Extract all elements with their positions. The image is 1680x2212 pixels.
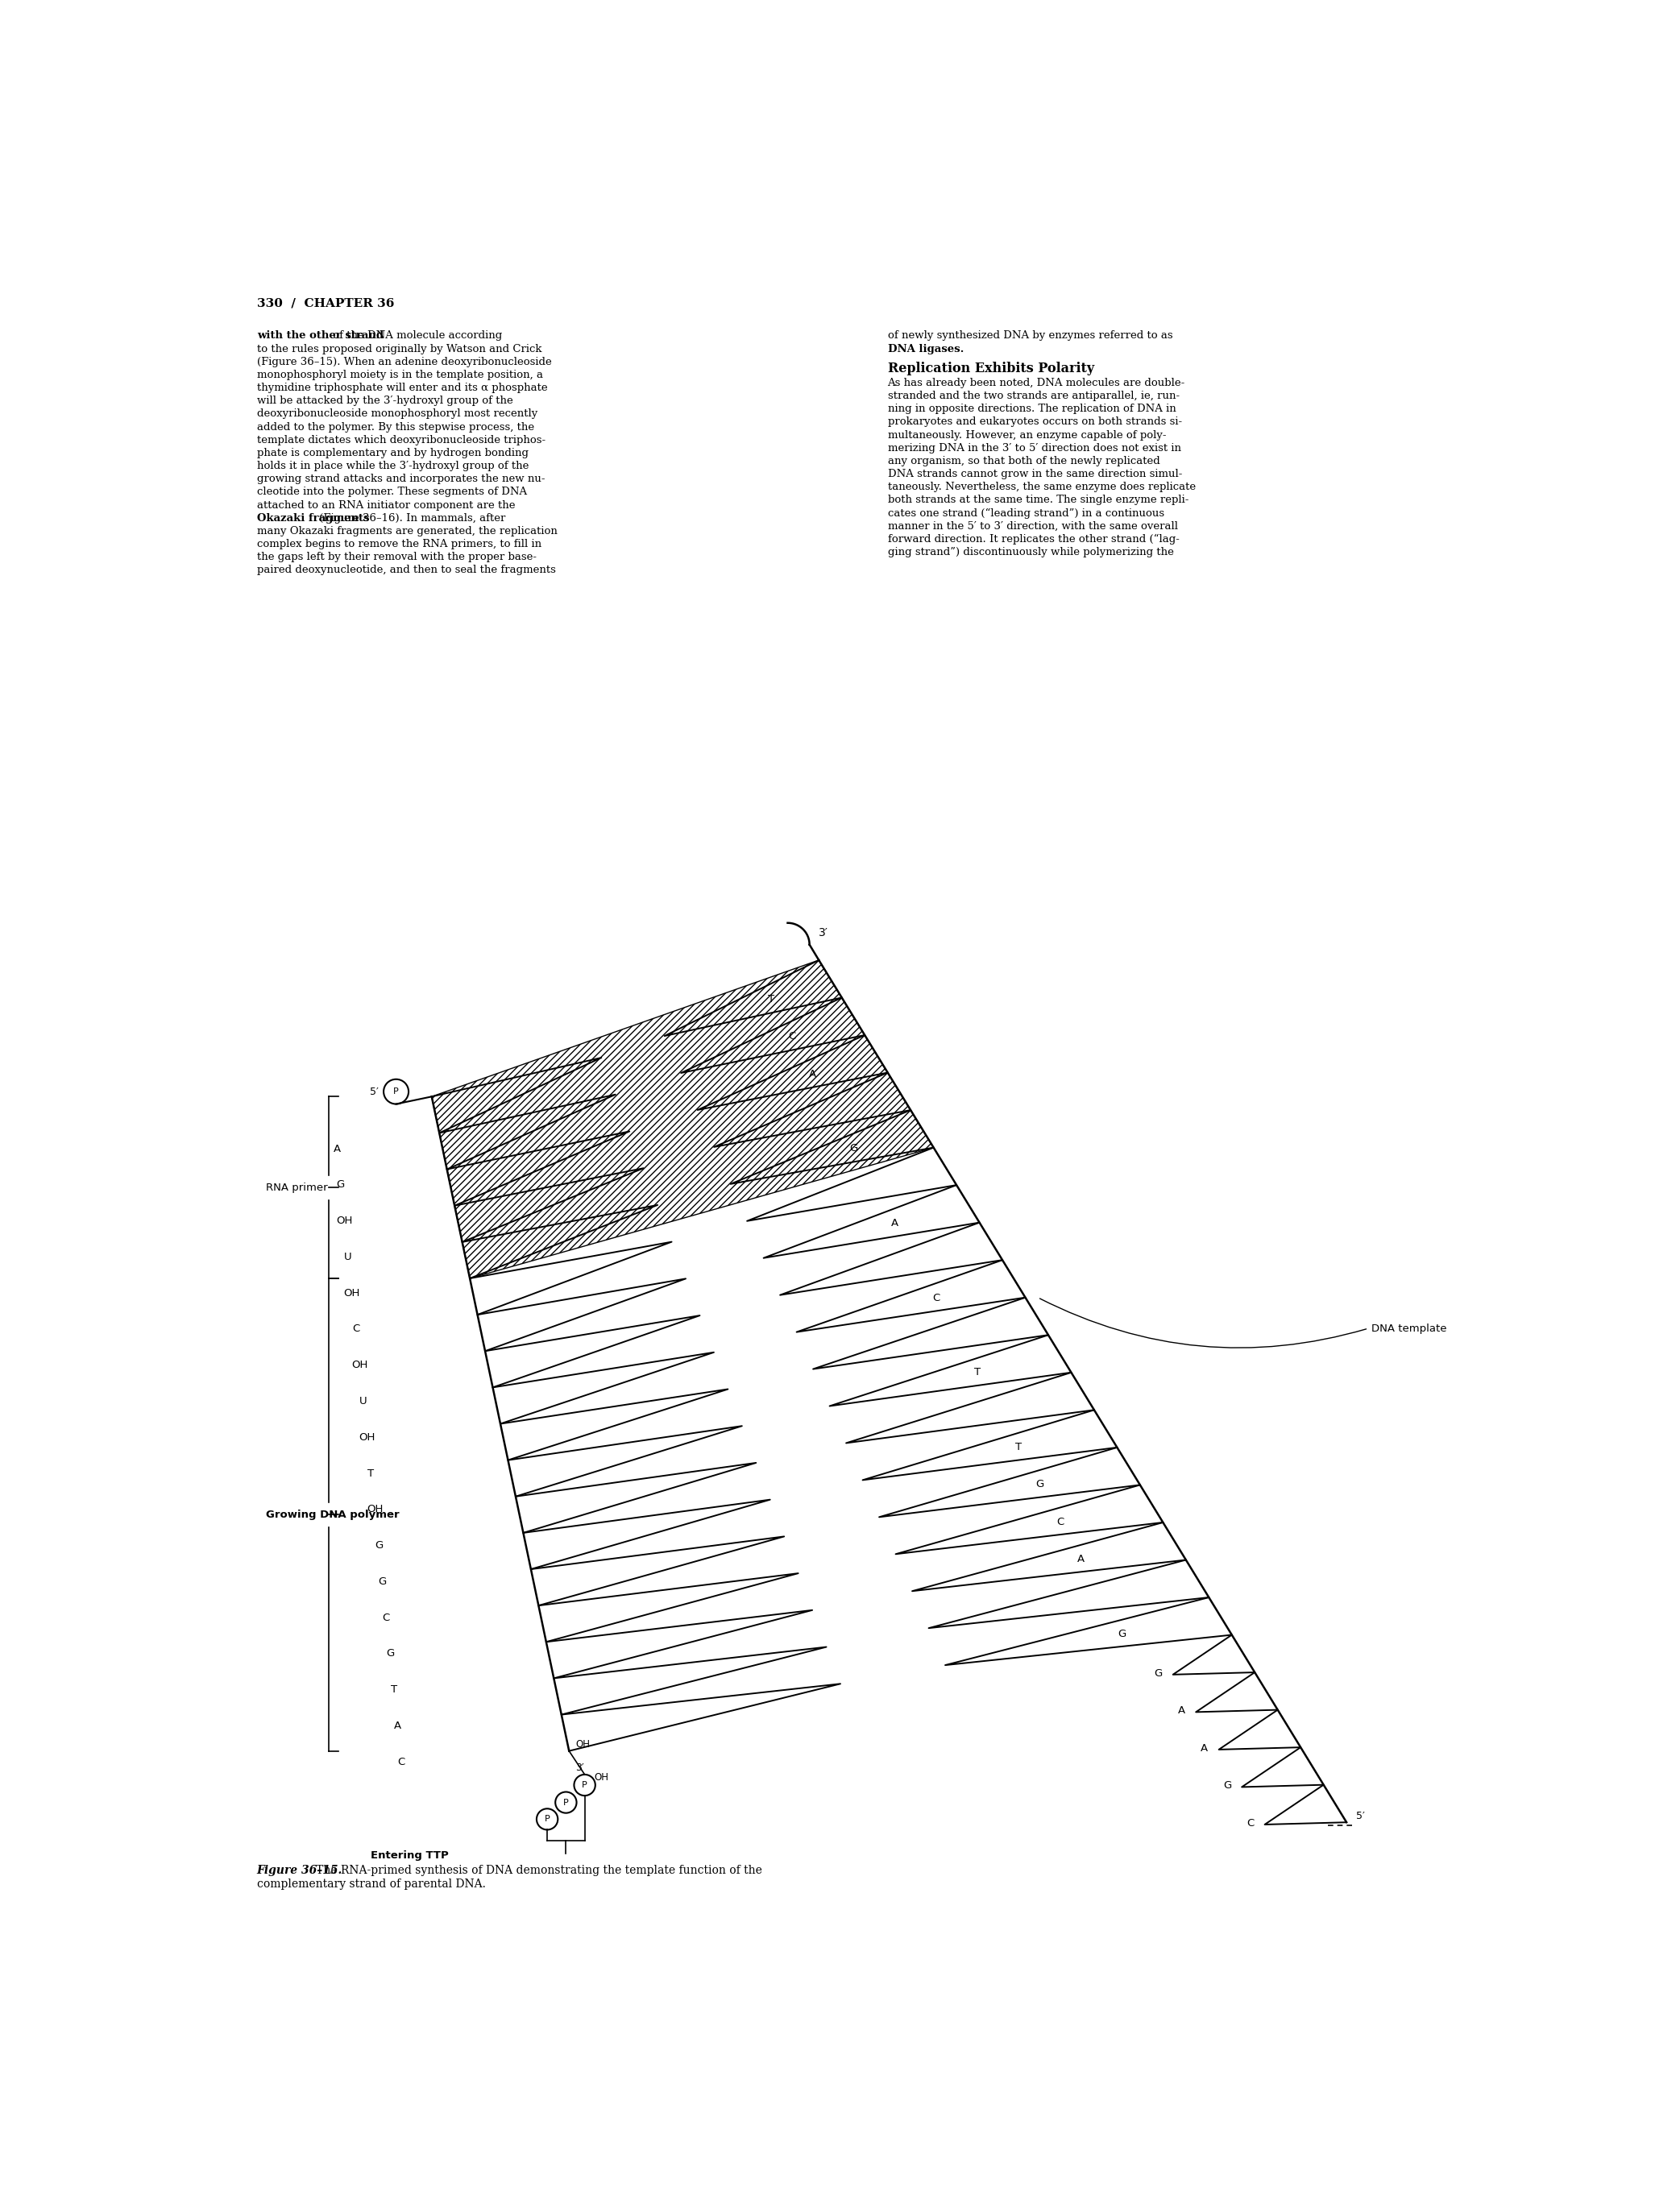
Text: OH: OH: [595, 1772, 608, 1783]
Text: added to the polymer. By this stepwise process, the: added to the polymer. By this stepwise p…: [257, 422, 534, 431]
Text: of the DNA molecule according: of the DNA molecule according: [329, 330, 502, 341]
Text: complementary strand of parental DNA.: complementary strand of parental DNA.: [257, 1878, 486, 1889]
Text: P: P: [581, 1781, 588, 1790]
Text: C: C: [788, 1031, 795, 1042]
Text: taneously. Nevertheless, the same enzyme does replicate: taneously. Nevertheless, the same enzyme…: [887, 482, 1196, 493]
Text: A: A: [1178, 1705, 1184, 1717]
Text: G: G: [1035, 1480, 1043, 1489]
Text: (Figure 36–15). When an adenine deoxyribonucleoside: (Figure 36–15). When an adenine deoxyrib…: [257, 356, 551, 367]
Text: A: A: [1201, 1743, 1208, 1754]
Text: As has already been noted, DNA molecules are double-: As has already been noted, DNA molecules…: [887, 378, 1184, 387]
Text: Figure 36–15.: Figure 36–15.: [257, 1865, 343, 1876]
Text: cates one strand (“leading strand”) in a continuous: cates one strand (“leading strand”) in a…: [887, 509, 1164, 518]
Text: G: G: [1223, 1781, 1231, 1792]
Text: DNA strands cannot grow in the same direction simul-: DNA strands cannot grow in the same dire…: [887, 469, 1183, 480]
Text: P: P: [563, 1798, 568, 1807]
Text: U: U: [360, 1396, 368, 1407]
Text: growing strand attacks and incorporates the new nu-: growing strand attacks and incorporates …: [257, 473, 544, 484]
Text: 5′: 5′: [370, 1086, 378, 1097]
Text: A: A: [333, 1144, 341, 1155]
Text: G: G: [336, 1179, 344, 1190]
Text: U: U: [344, 1252, 353, 1263]
Text: DNA ligases.: DNA ligases.: [887, 343, 964, 354]
Text: manner in the 5′ to 3′ direction, with the same overall: manner in the 5′ to 3′ direction, with t…: [887, 522, 1178, 531]
Text: A: A: [892, 1219, 899, 1228]
Text: 5′: 5′: [1356, 1812, 1364, 1820]
Text: A: A: [808, 1068, 816, 1079]
Text: of newly synthesized DNA by enzymes referred to as: of newly synthesized DNA by enzymes refe…: [887, 330, 1173, 341]
Text: paired deoxynucleotide, and then to seal the fragments: paired deoxynucleotide, and then to seal…: [257, 564, 556, 575]
Text: DNA template: DNA template: [1371, 1323, 1446, 1334]
Text: Growing DNA polymer: Growing DNA polymer: [265, 1509, 400, 1520]
Text: G: G: [378, 1577, 386, 1586]
Text: attached to an RNA initiator component are the: attached to an RNA initiator component a…: [257, 500, 516, 511]
Text: both strands at the same time. The single enzyme repli-: both strands at the same time. The singl…: [887, 495, 1188, 504]
Text: Replication Exhibits Polarity: Replication Exhibits Polarity: [887, 361, 1094, 376]
Text: RNA primer: RNA primer: [265, 1181, 328, 1192]
Text: stranded and the two strands are antiparallel, ie, run-: stranded and the two strands are antipar…: [887, 392, 1179, 400]
Text: OH: OH: [366, 1504, 383, 1515]
Text: C: C: [932, 1292, 941, 1303]
Text: T: T: [390, 1686, 396, 1694]
Text: C: C: [383, 1613, 390, 1624]
Text: thymidine triphosphate will enter and its α phosphate: thymidine triphosphate will enter and it…: [257, 383, 548, 394]
Text: Entering TTP: Entering TTP: [371, 1849, 449, 1860]
Text: A: A: [395, 1721, 402, 1732]
Text: OH: OH: [360, 1431, 375, 1442]
Text: deoxyribonucleoside monophosphoryl most recently: deoxyribonucleoside monophosphoryl most …: [257, 409, 538, 420]
Text: C: C: [1247, 1818, 1253, 1829]
Text: with the other strand: with the other strand: [257, 330, 383, 341]
Text: forward direction. It replicates the other strand (“lag-: forward direction. It replicates the oth…: [887, 533, 1179, 544]
Text: OH: OH: [351, 1360, 368, 1371]
Polygon shape: [432, 960, 934, 1279]
Text: T: T: [974, 1367, 981, 1378]
Text: multaneously. However, an enzyme capable of poly-: multaneously. However, an enzyme capable…: [887, 429, 1166, 440]
Text: T: T: [368, 1469, 375, 1478]
Text: P: P: [393, 1088, 398, 1095]
Text: T: T: [1016, 1442, 1021, 1453]
Text: merizing DNA in the 3′ to 5′ direction does not exist in: merizing DNA in the 3′ to 5′ direction d…: [887, 442, 1181, 453]
Text: template dictates which deoxyribonucleoside triphos-: template dictates which deoxyribonucleos…: [257, 436, 546, 445]
Text: Okazaki fragments: Okazaki fragments: [257, 513, 370, 524]
Text: C: C: [398, 1756, 405, 1767]
Text: OH: OH: [575, 1739, 590, 1750]
Text: 330  /  CHAPTER 36: 330 / CHAPTER 36: [257, 299, 395, 310]
Text: The RNA-primed synthesis of DNA demonstrating the template function of the: The RNA-primed synthesis of DNA demonstr…: [306, 1865, 763, 1876]
Text: holds it in place while the 3′-hydroxyl group of the: holds it in place while the 3′-hydroxyl …: [257, 460, 529, 471]
Text: many Okazaki fragments are generated, the replication: many Okazaki fragments are generated, th…: [257, 526, 558, 538]
Text: G: G: [1117, 1628, 1126, 1639]
Text: prokaryotes and eukaryotes occurs on both strands si-: prokaryotes and eukaryotes occurs on bot…: [887, 416, 1181, 427]
Text: phate is complementary and by hydrogen bonding: phate is complementary and by hydrogen b…: [257, 447, 529, 458]
Text: G: G: [1154, 1668, 1163, 1679]
Text: C: C: [1057, 1517, 1063, 1526]
Text: G: G: [850, 1144, 858, 1155]
Text: OH: OH: [344, 1287, 360, 1298]
Text: A: A: [1077, 1553, 1085, 1564]
Text: C: C: [353, 1323, 360, 1334]
Text: 3′: 3′: [575, 1763, 585, 1772]
Text: will be attacked by the 3′-hydroxyl group of the: will be attacked by the 3′-hydroxyl grou…: [257, 396, 512, 407]
Text: G: G: [386, 1648, 395, 1659]
Text: ging strand”) discontinuously while polymerizing the: ging strand”) discontinuously while poly…: [887, 546, 1174, 557]
Text: the gaps left by their removal with the proper base-: the gaps left by their removal with the …: [257, 553, 536, 562]
Text: (Figure 36–16). In mammals, after: (Figure 36–16). In mammals, after: [316, 513, 506, 524]
Text: complex begins to remove the RNA primers, to fill in: complex begins to remove the RNA primers…: [257, 540, 541, 549]
Text: to the rules proposed originally by Watson and Crick: to the rules proposed originally by Wats…: [257, 343, 541, 354]
Text: P: P: [544, 1816, 549, 1823]
Text: ning in opposite directions. The replication of DNA in: ning in opposite directions. The replica…: [887, 405, 1176, 414]
Text: any organism, so that both of the newly replicated: any organism, so that both of the newly …: [887, 456, 1159, 467]
Text: OH: OH: [336, 1217, 353, 1225]
Text: T: T: [768, 993, 774, 1004]
Text: cleotide into the polymer. These segments of DNA: cleotide into the polymer. These segment…: [257, 487, 528, 498]
Text: G: G: [375, 1540, 383, 1551]
Text: monophosphoryl moiety is in the template position, a: monophosphoryl moiety is in the template…: [257, 369, 543, 380]
Text: 3′: 3′: [818, 927, 828, 938]
